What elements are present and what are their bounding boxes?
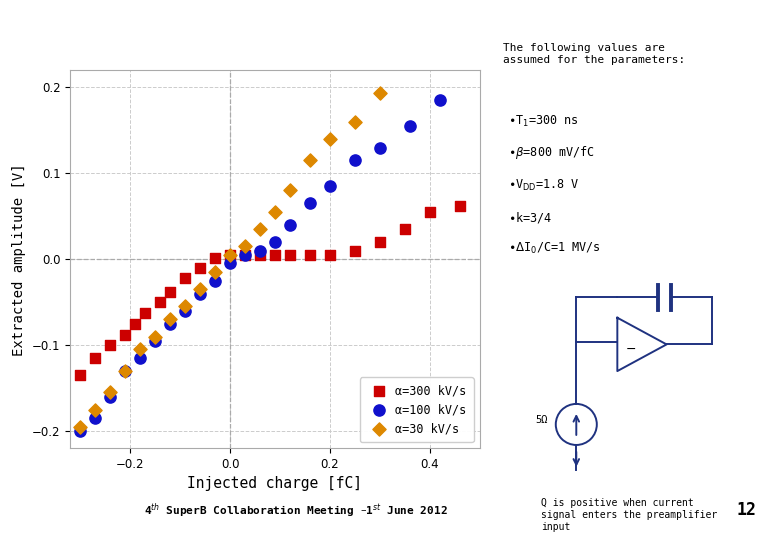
α=100 kV/s	[324, 182, 336, 191]
Text: $\bullet$T$_1$=300 ns: $\bullet$T$_1$=300 ns	[509, 114, 579, 130]
α=30 kV/s	[349, 117, 361, 126]
α=30 kV/s	[104, 388, 116, 397]
α=300 kV/s	[89, 354, 101, 362]
α=300 kV/s	[254, 251, 266, 259]
α=300 kV/s	[303, 251, 316, 259]
α=100 kV/s	[303, 199, 316, 208]
α=300 kV/s	[74, 371, 87, 380]
α=100 kV/s	[89, 414, 101, 422]
α=100 kV/s	[193, 289, 206, 298]
Text: 5Ω: 5Ω	[535, 415, 548, 426]
α=30 kV/s	[179, 302, 191, 310]
α=30 kV/s	[374, 89, 386, 98]
α=30 kV/s	[164, 315, 176, 323]
Legend: α=300 kV/s, α=100 kV/s, α=30 kV/s: α=300 kV/s, α=100 kV/s, α=30 kV/s	[360, 377, 473, 442]
Text: $\bullet$V$_{\rm DD}$=1.8 V: $\bullet$V$_{\rm DD}$=1.8 V	[509, 178, 580, 193]
α=300 kV/s	[193, 264, 206, 272]
α=300 kV/s	[399, 225, 411, 233]
α=100 kV/s	[239, 251, 251, 259]
Text: Extracted amplitude (as a function of the signal slopeα): Extracted amplitude (as a function of th…	[12, 16, 621, 35]
Text: The following values are
assumed for the parameters:: The following values are assumed for the…	[503, 43, 686, 65]
α=30 kV/s	[149, 332, 161, 341]
Text: 4$^{th}$ SuperB Collaboration Meeting –1$^{st}$ June 2012: 4$^{th}$ SuperB Collaboration Meeting –1…	[144, 501, 448, 519]
α=300 kV/s	[209, 254, 222, 262]
α=100 kV/s	[434, 96, 446, 105]
α=300 kV/s	[424, 207, 436, 216]
α=300 kV/s	[268, 251, 281, 259]
α=30 kV/s	[134, 345, 147, 354]
α=30 kV/s	[209, 268, 222, 276]
α=100 kV/s	[119, 367, 131, 375]
X-axis label: Injected charge [fC]: Injected charge [fC]	[187, 476, 363, 491]
α=300 kV/s	[453, 201, 466, 210]
α=300 kV/s	[179, 274, 191, 282]
α=30 kV/s	[268, 207, 281, 216]
α=300 kV/s	[154, 298, 166, 307]
α=300 kV/s	[239, 251, 251, 259]
Text: 12: 12	[736, 501, 757, 519]
Text: $\bullet$k=3/4: $\bullet$k=3/4	[509, 210, 553, 225]
Text: −: −	[626, 343, 636, 356]
α=300 kV/s	[349, 246, 361, 255]
α=300 kV/s	[104, 341, 116, 349]
α=100 kV/s	[254, 246, 266, 255]
α=100 kV/s	[403, 122, 416, 130]
α=300 kV/s	[284, 251, 296, 259]
α=100 kV/s	[268, 238, 281, 246]
α=30 kV/s	[224, 251, 236, 259]
α=30 kV/s	[324, 134, 336, 143]
α=30 kV/s	[193, 285, 206, 294]
Text: Q is positive when current
signal enters the preamplifier
input: Q is positive when current signal enters…	[541, 498, 718, 531]
α=300 kV/s	[324, 251, 336, 259]
α=300 kV/s	[139, 309, 151, 318]
Text: $\bullet\beta$=800 mV/fC: $\bullet\beta$=800 mV/fC	[509, 144, 595, 161]
α=300 kV/s	[129, 319, 141, 328]
α=30 kV/s	[303, 156, 316, 165]
α=100 kV/s	[149, 336, 161, 345]
α=30 kV/s	[89, 405, 101, 414]
α=300 kV/s	[164, 287, 176, 296]
α=300 kV/s	[119, 330, 131, 339]
α=100 kV/s	[209, 276, 222, 285]
α=300 kV/s	[224, 251, 236, 259]
α=30 kV/s	[74, 422, 87, 431]
α=30 kV/s	[119, 367, 131, 375]
α=100 kV/s	[179, 306, 191, 315]
α=30 kV/s	[284, 186, 296, 195]
α=100 kV/s	[134, 354, 147, 362]
α=100 kV/s	[74, 427, 87, 435]
α=100 kV/s	[104, 393, 116, 401]
Y-axis label: Extracted amplitude [V]: Extracted amplitude [V]	[12, 163, 27, 355]
α=100 kV/s	[224, 259, 236, 268]
α=100 kV/s	[349, 156, 361, 165]
α=100 kV/s	[164, 319, 176, 328]
Text: $\bullet\Delta$I$_0$/C=1 MV/s: $\bullet\Delta$I$_0$/C=1 MV/s	[509, 241, 601, 256]
α=300 kV/s	[374, 238, 386, 246]
α=30 kV/s	[239, 242, 251, 251]
α=100 kV/s	[284, 220, 296, 229]
α=30 kV/s	[254, 225, 266, 233]
α=100 kV/s	[374, 143, 386, 152]
